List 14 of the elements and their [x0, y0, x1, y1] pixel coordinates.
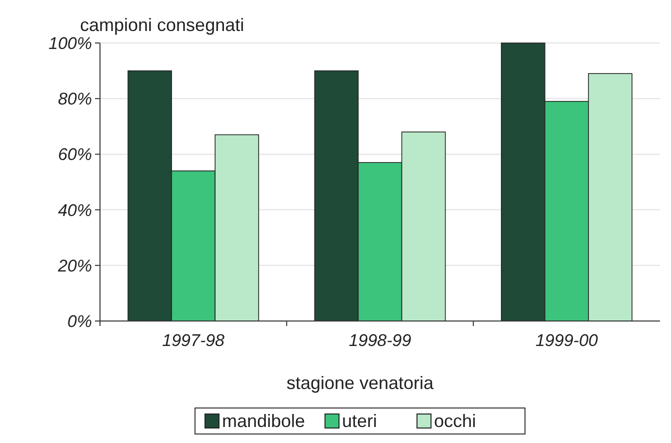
legend-label: uteri	[342, 411, 378, 431]
x-axis-title: stagione venatoria	[286, 373, 435, 393]
y-axis-title: campioni consegnati	[80, 15, 244, 35]
y-tick-label: 0%	[67, 312, 92, 331]
y-tick-label: 80%	[58, 90, 92, 109]
y-tick-label: 40%	[58, 200, 92, 220]
y-tick-label: 100%	[48, 34, 92, 53]
legend-label: mandibole	[222, 411, 306, 431]
y-tick-label: 20%	[56, 256, 92, 276]
x-tick-label: 1998-99	[348, 331, 412, 350]
legend-label: occhi	[434, 411, 476, 431]
x-tick-label: 1997-98	[162, 331, 226, 350]
y-tick-label: 60%	[58, 145, 92, 164]
x-tick-label: 1999-00	[535, 331, 598, 350]
